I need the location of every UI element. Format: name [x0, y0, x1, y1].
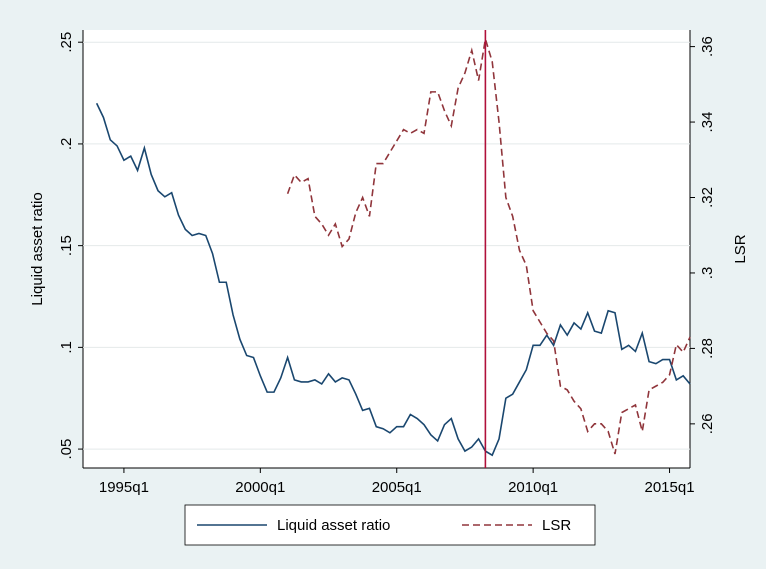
- y2-tick-label: .32: [699, 187, 716, 208]
- y-tick-label: .2: [58, 138, 75, 151]
- x-tick-label: 2000q1: [235, 479, 285, 496]
- y-tick-label: .15: [58, 235, 75, 256]
- x-tick-label: 2005q1: [372, 479, 422, 496]
- y-tick-label: .05: [58, 439, 75, 460]
- x-tick-label: 2015q1: [645, 479, 695, 496]
- y2-tick-label: .28: [699, 338, 716, 359]
- plot-area: [83, 30, 690, 468]
- y2-tick-label: .34: [699, 112, 716, 133]
- y2-axis-title: LSR: [732, 234, 749, 263]
- y2-tick-label: .36: [699, 36, 716, 57]
- x-tick-label: 2010q1: [508, 479, 558, 496]
- y2-tick-label: .26: [699, 413, 716, 434]
- y2-tick-label: .3: [699, 267, 716, 280]
- y-tick-label: .25: [58, 32, 75, 53]
- series-line: [286, 38, 691, 455]
- legend-label: Liquid asset ratio: [277, 517, 390, 534]
- legend-label: LSR: [542, 517, 571, 534]
- series-line: [95, 102, 691, 457]
- x-tick-label: 1995q1: [99, 479, 149, 496]
- y-axis-title: Liquid asset ratio: [29, 192, 46, 305]
- y-tick-label: .1: [58, 341, 75, 354]
